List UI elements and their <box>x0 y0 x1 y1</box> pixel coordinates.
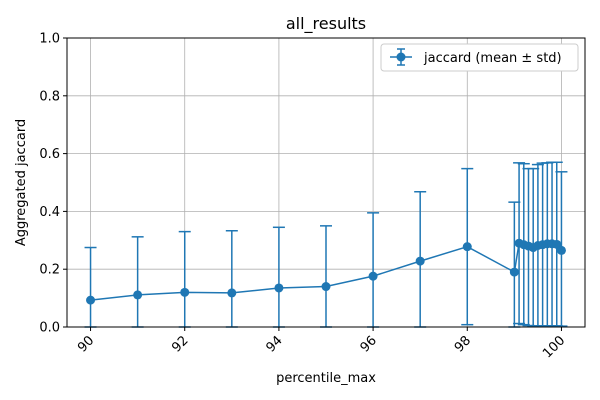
chart-title: all_results <box>286 14 366 34</box>
data-point <box>509 267 519 277</box>
y-tick-label: 0.4 <box>39 205 60 220</box>
x-axis-label: percentile_max <box>276 371 376 386</box>
x-tick-label: 90 <box>75 333 97 355</box>
data-point <box>462 242 472 252</box>
x-tick-label: 92 <box>169 333 191 355</box>
data-point <box>274 283 284 293</box>
y-tick-label: 0.0 <box>39 321 60 336</box>
y-tick-label: 0.6 <box>39 147 60 162</box>
y-tick-label: 0.8 <box>39 89 60 104</box>
data-point <box>556 245 566 255</box>
x-tick-label: 100 <box>540 333 568 361</box>
data-point <box>86 295 96 305</box>
y-axis-label: Aggregated jaccard <box>14 119 29 246</box>
data-point <box>180 287 190 297</box>
data-point <box>368 271 378 281</box>
data-point <box>133 290 143 300</box>
x-tick-label: 94 <box>263 333 285 355</box>
data-point <box>321 282 331 292</box>
legend: jaccard (mean ± std) <box>380 43 579 72</box>
x-tick-label: 98 <box>452 333 474 355</box>
legend-box <box>380 43 579 72</box>
x-tick-label: 96 <box>358 333 380 355</box>
legend-label: jaccard (mean ± std) <box>423 51 562 66</box>
plot-frame <box>66 37 586 328</box>
legend-marker <box>396 52 406 62</box>
data-point <box>415 256 425 266</box>
data-point <box>552 239 562 249</box>
data-point <box>227 288 237 298</box>
y-tick-label: 1.0 <box>39 32 60 47</box>
y-tick-label: 0.2 <box>39 263 60 278</box>
